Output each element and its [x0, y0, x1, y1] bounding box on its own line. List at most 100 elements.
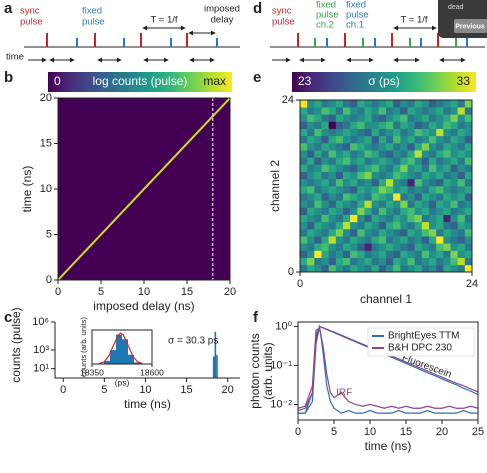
heatmap-cell — [328, 207, 337, 215]
colorbar-min: 0 — [54, 74, 61, 88]
heatmap-cell — [335, 207, 344, 215]
heatmap-cell — [407, 236, 415, 244]
heatmap-cell — [314, 250, 322, 258]
heatmap-cell — [364, 193, 372, 201]
heatmap-cell — [378, 207, 387, 215]
fixed-pulses-ch2 — [314, 38, 457, 47]
heatmap-cell — [464, 250, 473, 258]
heatmap-cell — [414, 164, 423, 172]
heatmap-cell — [300, 250, 308, 258]
heatmap-cell — [371, 150, 380, 158]
heatmap-cell — [436, 178, 444, 187]
heatmap-cell — [450, 264, 458, 273]
heatmap-cell — [343, 164, 351, 172]
heatmap-cell — [350, 171, 358, 180]
heatmap-cell — [400, 229, 408, 237]
heatmap-cell — [307, 107, 315, 115]
heatmap-cell — [400, 143, 408, 151]
heatmap-cell — [457, 135, 466, 144]
heatmap-cell — [386, 143, 394, 151]
heatmap-cell — [357, 114, 365, 122]
heatmap-cell — [300, 186, 308, 194]
heatmap-cell — [407, 186, 415, 194]
heatmap-cell — [357, 178, 365, 187]
heatmap-cell — [307, 128, 315, 137]
heatmap-cell — [414, 186, 423, 194]
heatmap-cell — [335, 107, 344, 115]
button-label[interactable]: Previous — [455, 23, 485, 30]
y-axis-label: time (ns) — [20, 166, 34, 213]
heatmap-cell — [421, 200, 430, 208]
heatmap-cell — [429, 100, 437, 108]
heatmap-cell — [328, 128, 337, 137]
heatmap-cell — [314, 243, 322, 251]
previous-button[interactable] — [454, 19, 487, 33]
heatmap-cell — [464, 236, 473, 244]
heatmap-cell — [429, 128, 437, 137]
heatmap-cell — [400, 135, 408, 144]
heatmap-cell — [414, 257, 423, 266]
x-tick-label: 20 — [222, 384, 234, 396]
x-tick-label: 24 — [466, 278, 478, 290]
heatmap-cell — [357, 207, 365, 215]
heatmap-cell — [357, 264, 365, 273]
heatmap-cell — [443, 236, 451, 244]
heatmap-cell — [429, 114, 437, 122]
heatmap-cell — [421, 243, 430, 251]
heatmap-cell — [343, 221, 351, 230]
heatmap-cell — [300, 193, 308, 201]
heatmap-cell — [421, 264, 430, 273]
heatmap-cell — [421, 135, 430, 144]
heatmap-cell — [364, 250, 372, 258]
heatmap-cell — [364, 221, 372, 230]
y-tick-label: 10³ — [33, 344, 49, 356]
heatmap-cell — [364, 178, 372, 187]
heatmap-cell — [378, 221, 387, 230]
heatmap-cell — [314, 143, 322, 151]
heatmap-cell — [321, 207, 329, 215]
heatmap-cell — [436, 100, 444, 108]
diagram-label: pulse — [82, 17, 105, 28]
y-tick-label: 10⁰ — [275, 320, 292, 332]
heatmap-cell — [400, 236, 408, 244]
panel-label: d — [253, 0, 262, 17]
heatmap-cell — [443, 107, 451, 115]
heatmap-cell — [364, 143, 372, 151]
heatmap-cell — [386, 150, 394, 158]
heatmap-cell — [457, 207, 466, 215]
heatmap-cell — [407, 143, 415, 151]
heatmap-cell — [343, 121, 351, 129]
heatmap-cell — [464, 164, 473, 172]
heatmap-cell — [364, 186, 372, 194]
heatmap-cell — [300, 257, 308, 266]
heatmap-cell — [321, 171, 329, 180]
heatmap-cell — [407, 164, 415, 172]
inset-frame — [91, 329, 153, 365]
heatmap-cell — [378, 171, 387, 180]
heatmap-cell — [421, 171, 430, 180]
sync-pulses — [297, 33, 439, 47]
heatmap-cell — [307, 150, 315, 158]
heatmap-cell — [371, 264, 380, 273]
heatmap-cell — [457, 250, 466, 258]
heatmap-cell — [300, 121, 308, 129]
heatmap-cell — [357, 107, 365, 115]
x-tick-label: 10 — [138, 286, 150, 298]
heatmap-cell — [378, 157, 387, 165]
heatmap-cell — [414, 207, 423, 215]
heatmap-cell — [300, 143, 308, 151]
heatmap-cell — [378, 250, 387, 258]
heatmap-cell — [436, 135, 444, 144]
heatmap-cell — [335, 200, 344, 208]
heatmap-cell — [343, 186, 351, 194]
heatmap-cell — [386, 257, 394, 266]
heatmap-cell — [314, 229, 322, 237]
heatmap-cell — [335, 193, 344, 201]
heatmap-cell — [393, 257, 401, 266]
heatmap-cell — [364, 207, 372, 215]
heatmap-cell — [450, 243, 458, 251]
heatmap-cell — [314, 100, 322, 108]
heatmap-cell — [386, 200, 394, 208]
heatmap-cell — [393, 236, 401, 244]
heatmap-cell — [328, 200, 337, 208]
